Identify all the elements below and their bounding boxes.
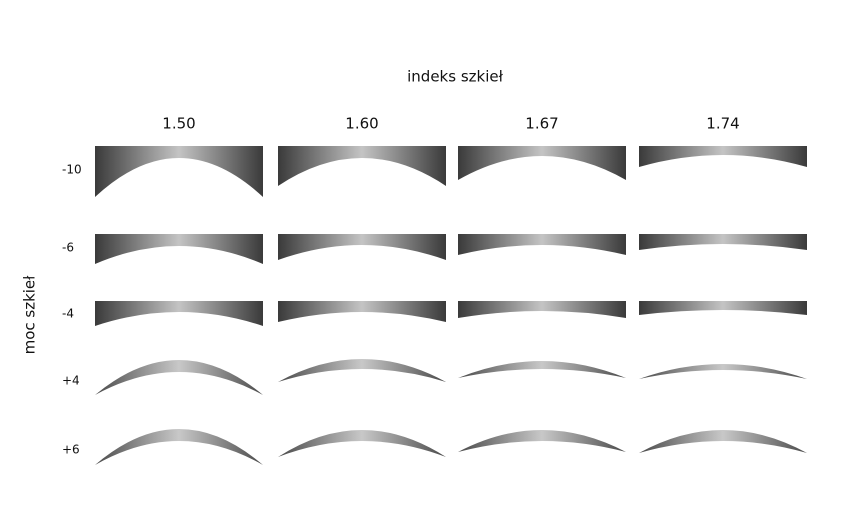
concave-lens bbox=[639, 234, 807, 250]
convex-lens bbox=[95, 429, 263, 465]
column-label: 1.74 bbox=[706, 115, 739, 133]
column-label: 1.60 bbox=[345, 115, 378, 133]
concave-lens bbox=[95, 301, 263, 326]
row-label: -10 bbox=[62, 163, 82, 177]
column-label: 1.67 bbox=[525, 115, 558, 133]
concave-lens bbox=[458, 146, 626, 180]
row-title: moc szkieł bbox=[21, 275, 39, 355]
row-label: +6 bbox=[62, 443, 80, 457]
row-label: -4 bbox=[62, 307, 74, 321]
convex-lens bbox=[95, 360, 263, 395]
convex-lens bbox=[278, 430, 446, 457]
convex-lens bbox=[278, 359, 446, 382]
concave-lens bbox=[278, 301, 446, 322]
convex-lens bbox=[639, 364, 807, 379]
concave-lens bbox=[278, 234, 446, 260]
concave-lens bbox=[95, 234, 263, 264]
convex-lens bbox=[458, 361, 626, 378]
concave-lens bbox=[458, 301, 626, 318]
convex-lens bbox=[458, 430, 626, 452]
column-label: 1.50 bbox=[162, 115, 195, 133]
row-label: +4 bbox=[62, 374, 80, 388]
column-title: indeks szkieł bbox=[407, 68, 503, 86]
concave-lens bbox=[458, 234, 626, 255]
convex-lens bbox=[639, 430, 807, 453]
concave-lens bbox=[95, 146, 263, 197]
concave-lens bbox=[639, 146, 807, 167]
concave-lens bbox=[639, 301, 807, 315]
row-label: -6 bbox=[62, 241, 74, 255]
concave-lens bbox=[278, 146, 446, 186]
